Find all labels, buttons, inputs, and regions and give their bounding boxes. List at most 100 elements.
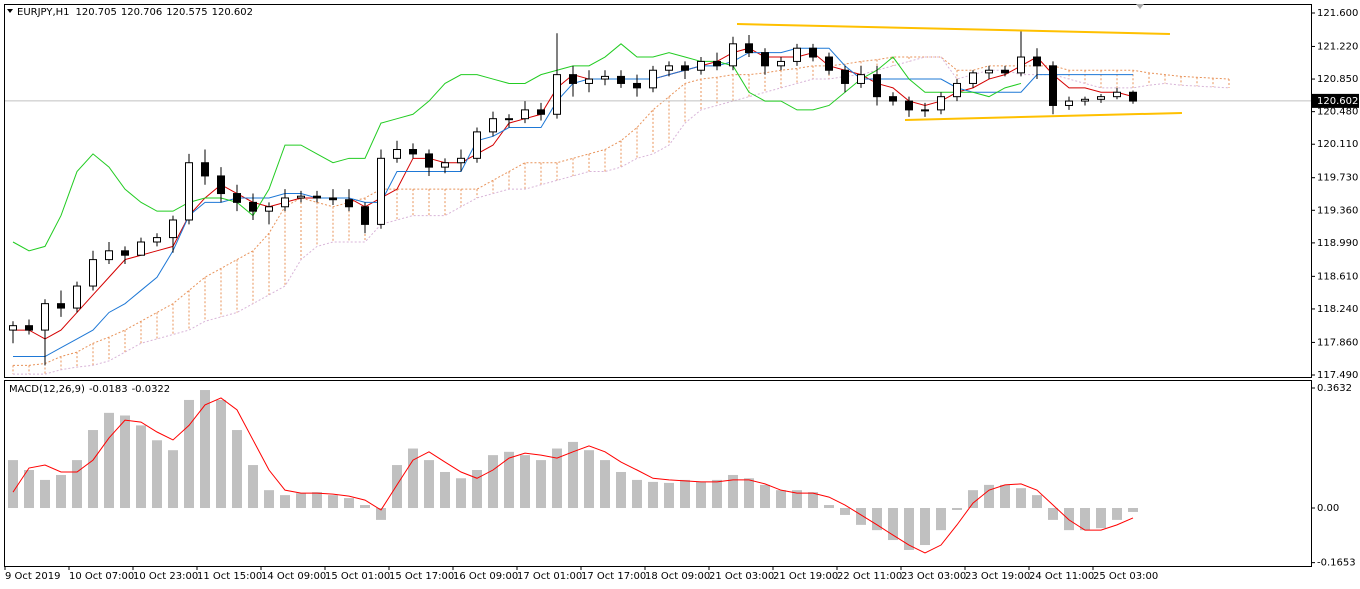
y-tick-label: 118.990 <box>1317 238 1358 249</box>
y-tick-label: 117.490 <box>1317 370 1358 381</box>
y-tick-label: 120.850 <box>1317 74 1358 85</box>
histogram-bar <box>1048 508 1058 520</box>
candle-body <box>1081 98 1089 102</box>
x-tick-label: 16 Oct 09:00 <box>453 571 518 582</box>
x-tick-label: 14 Oct 09:00 <box>261 571 326 582</box>
histogram-bar <box>888 508 898 541</box>
candle-body <box>569 74 577 84</box>
candle-body <box>489 118 497 133</box>
histogram-bar <box>824 505 834 509</box>
histogram-bar <box>616 471 626 509</box>
x-tick-label: 10 Oct 23:00 <box>133 571 198 582</box>
candle-body <box>89 259 97 287</box>
y-tick-label: 118.610 <box>1317 271 1358 282</box>
histogram-bar <box>1016 488 1026 509</box>
y-tick-label: -0.1653 <box>1317 558 1356 569</box>
histogram-bar <box>472 470 482 509</box>
candle-body <box>9 325 17 331</box>
signal-line <box>12 397 1134 554</box>
candle-body <box>729 43 737 67</box>
candle-body <box>361 206 369 225</box>
candle-body <box>601 75 609 80</box>
candle-body <box>985 69 993 74</box>
histogram-bar <box>632 479 642 509</box>
x-tick-label: 9 Oct 2019 <box>5 571 60 582</box>
y-tick-label: 119.360 <box>1317 205 1358 216</box>
candle-body <box>329 197 337 201</box>
histogram-bar <box>1032 495 1042 509</box>
candle-body <box>345 199 353 208</box>
candle-body <box>1033 56 1041 67</box>
candle-body <box>473 131 481 159</box>
candle-body <box>745 43 753 54</box>
histogram-bar <box>264 490 274 509</box>
candle-body <box>393 149 401 159</box>
x-tick-label: 17 Oct 17:00 <box>581 571 646 582</box>
symbol-header: EURJPY,H1 120.705 120.706 120.575 120.602 <box>17 7 253 18</box>
candle-body <box>905 100 913 111</box>
candle-body <box>1065 100 1073 106</box>
low-value: 120.575 <box>166 7 207 18</box>
candle-body <box>761 52 769 67</box>
candle-body <box>809 47 817 58</box>
histogram-bar <box>904 508 914 550</box>
span-a <box>13 56 1230 366</box>
histogram-bar <box>456 478 466 509</box>
candle-body <box>1097 96 1105 100</box>
y-tick-label: 0.00 <box>1317 503 1339 514</box>
candle-body <box>521 109 529 120</box>
y-tick-label: 117.860 <box>1317 337 1358 348</box>
histogram-bar <box>1112 508 1122 520</box>
x-tick-label: 11 Oct 15:00 <box>197 571 262 582</box>
candle-body <box>537 109 545 115</box>
x-tick-label: 21 Oct 03:00 <box>709 571 774 582</box>
indicator-line <box>12 43 1022 252</box>
candle-body <box>105 250 113 261</box>
candle-body <box>73 285 81 309</box>
price-panel <box>4 4 1312 378</box>
histogram-bar <box>872 508 882 531</box>
candle-body <box>697 60 705 71</box>
candle-body <box>1113 91 1121 98</box>
menu-arrow[interactable] <box>7 9 13 13</box>
candle-body <box>889 96 897 102</box>
y-tick-label: 120.480 <box>1317 107 1358 118</box>
histogram-bar <box>280 495 290 509</box>
x-tick-label: 23 Oct 19:00 <box>965 571 1030 582</box>
histogram-bar <box>440 471 450 509</box>
histogram-bar <box>392 465 402 509</box>
histogram-bar <box>760 484 770 509</box>
histogram-bar <box>24 470 34 509</box>
candle-body <box>937 96 945 111</box>
candle-body <box>505 118 513 121</box>
candle-body <box>201 162 209 177</box>
histogram-bar <box>840 508 850 515</box>
histogram-bar <box>696 481 706 509</box>
histogram-bar <box>984 484 994 509</box>
candle-body <box>377 157 385 225</box>
histogram-bar <box>360 505 370 509</box>
x-tick-label: 15 Oct 01:00 <box>325 571 390 582</box>
histogram-bar <box>104 412 114 509</box>
candle-body <box>233 193 241 203</box>
last-price-box <box>1312 93 1359 108</box>
histogram-bar <box>168 450 178 509</box>
histogram-bar <box>56 474 66 509</box>
histogram-bar <box>248 465 258 509</box>
candle-body <box>873 74 881 98</box>
histogram-bar <box>536 460 546 509</box>
candle-body <box>1001 69 1009 74</box>
histogram-bar <box>520 455 530 509</box>
histogram-bar <box>216 399 226 509</box>
candle-body <box>313 195 321 199</box>
candle-body <box>857 74 865 84</box>
y-tick-label: 0.3632 <box>1317 383 1352 394</box>
histogram-bar <box>680 479 690 509</box>
candle-body <box>297 195 305 199</box>
histogram-bar <box>296 493 306 509</box>
candle-body <box>457 157 465 164</box>
candle-body <box>425 153 433 168</box>
high-value: 120.706 <box>121 7 162 18</box>
histogram-bar <box>936 508 946 531</box>
